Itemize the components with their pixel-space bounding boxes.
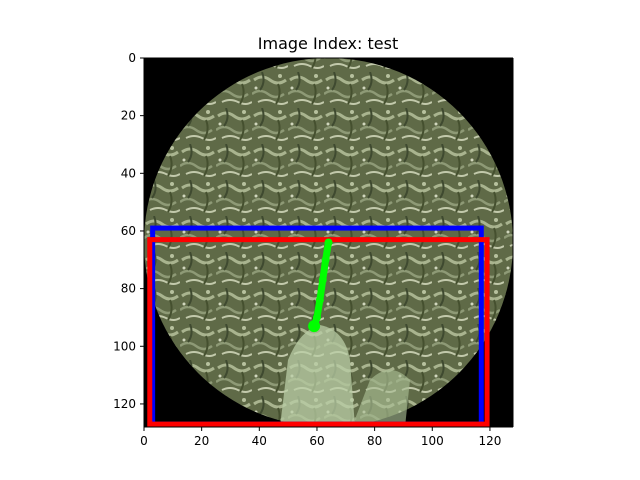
y-tick-label: 80	[121, 282, 136, 296]
x-axis-ticks: 0 20 40 60 80 100 120	[140, 427, 501, 448]
bounding-box-1	[147, 237, 490, 427]
y-axis-ticks: 0 20 40 60 80 100 120	[113, 51, 144, 411]
trajectory-point-2	[318, 275, 327, 284]
plot-area	[144, 58, 513, 427]
light-leaf-region-right	[352, 370, 410, 427]
y-tick-label: 60	[121, 224, 136, 238]
trajectory-point-3	[315, 296, 324, 305]
y-tick-label: 20	[121, 109, 136, 123]
x-tick-label: 0	[140, 434, 148, 448]
axis-frame	[143, 57, 514, 428]
boxes-layer	[147, 225, 490, 427]
chart-title: Image Index: test	[258, 34, 398, 53]
trajectory-point-5	[308, 320, 321, 333]
x-tick-label: 120	[478, 434, 501, 448]
trajectory-point-1	[321, 255, 330, 264]
y-tick-label: 0	[128, 51, 136, 65]
path-layer	[308, 238, 333, 333]
trajectory-point-0	[324, 238, 333, 247]
x-tick-label: 80	[367, 434, 382, 448]
x-tick-label: 40	[252, 434, 267, 448]
x-tick-label: 100	[421, 434, 444, 448]
light-leaf-region	[280, 325, 355, 427]
y-tick-label: 120	[113, 397, 136, 411]
trajectory-point-4	[312, 313, 321, 322]
y-tick-label: 100	[113, 339, 136, 353]
y-tick-label: 40	[121, 166, 136, 180]
x-tick-label: 60	[309, 434, 324, 448]
x-tick-label: 20	[194, 434, 209, 448]
